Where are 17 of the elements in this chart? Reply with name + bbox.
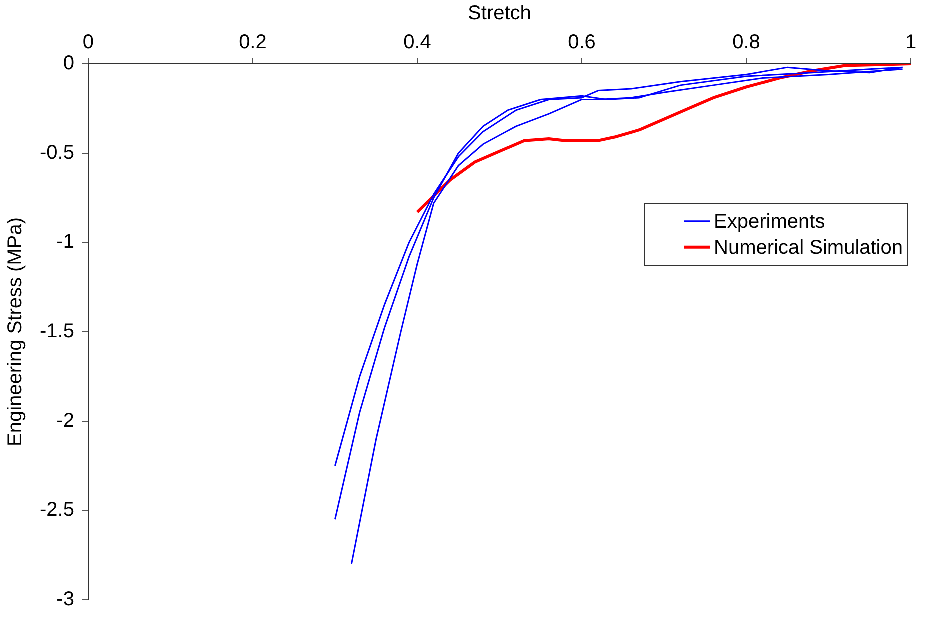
x-tick-label: 0.2 (239, 32, 267, 54)
y-tick-label: -2 (56, 410, 74, 432)
y-axis-title: Engineering Stress (MPa) (4, 218, 27, 446)
legend-label: Numerical Simulation (714, 236, 904, 259)
y-tick-label: -1 (56, 231, 74, 254)
x-axis-title: Stretch (468, 2, 532, 25)
x-tick-label: 0.6 (568, 32, 596, 54)
x-tick-label: 1 (905, 32, 917, 54)
y-tick-label: -1.5 (40, 320, 74, 343)
y-tick-label: -0.5 (40, 142, 74, 164)
y-tick-label: -3 (56, 588, 74, 611)
x-tick-label: 0.4 (404, 32, 432, 54)
x-tick-label: 0.8 (732, 32, 760, 54)
legend-label: Experiments (714, 210, 826, 233)
x-tick-label: 0 (82, 32, 94, 54)
y-tick-label: -2.5 (40, 499, 74, 522)
y-tick-label: 0 (63, 52, 74, 75)
